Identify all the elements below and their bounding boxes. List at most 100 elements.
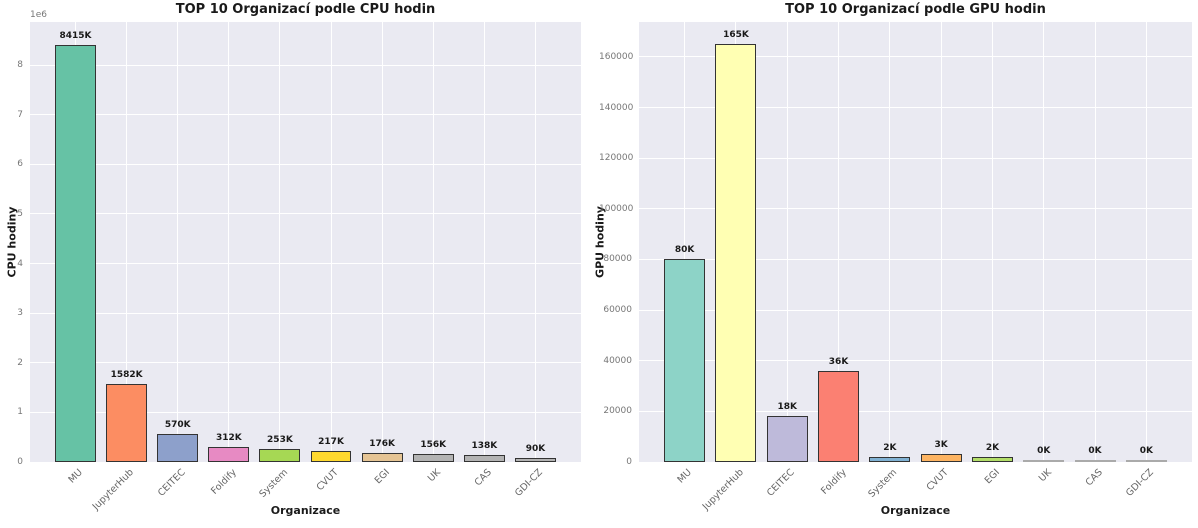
h-gridline	[639, 461, 1192, 463]
y-tick-label: 3	[17, 308, 23, 319]
h-gridline	[639, 208, 1192, 210]
y-tick-label: 8	[17, 60, 23, 71]
v-gridline	[1094, 22, 1096, 462]
h-gridline	[639, 157, 1192, 159]
h-gridline	[30, 213, 581, 215]
y-axis-label-text: GPU hodiny	[593, 206, 607, 278]
y-tick-label: 40000	[603, 355, 632, 366]
v-gridline	[126, 22, 128, 462]
v-gridline	[432, 22, 434, 462]
bar-EGI	[361, 453, 403, 462]
v-gridline	[786, 22, 788, 462]
y-axis-label-text: CPU hodiny	[5, 206, 19, 278]
x-tick-label: System	[256, 467, 290, 500]
bar-Foldify	[818, 370, 860, 462]
x-tick-label: CVUT	[314, 467, 341, 494]
h-gridline	[639, 309, 1192, 311]
x-tick-label: CAS	[472, 467, 495, 489]
y-tick-label: 0	[626, 457, 632, 467]
bar-MU	[55, 44, 96, 462]
bar-CEITEC	[157, 433, 199, 462]
bar-Foldify	[208, 446, 250, 462]
bar-UK	[1023, 460, 1065, 462]
bar-CEITEC	[766, 416, 808, 462]
x-tick-label: Foldify	[818, 467, 849, 497]
bar-CVUT	[310, 451, 352, 462]
h-gridline	[639, 107, 1192, 109]
v-gridline	[330, 22, 332, 462]
h-gridline	[30, 362, 581, 364]
x-tick-label: MU	[675, 467, 695, 486]
x-tick-label: UK	[425, 467, 444, 485]
y-tick-label: 1	[17, 407, 23, 418]
y-axis-offset-label: 1e6	[30, 10, 47, 20]
x-tick-label: CVUT	[924, 467, 951, 494]
y-tick-label: 160000	[599, 51, 634, 62]
bar-JupyterHub	[106, 383, 148, 462]
x-tick-label: CEITEC	[155, 467, 188, 499]
v-gridline	[838, 22, 840, 462]
x-tick-label: GDI-CZ	[513, 467, 546, 499]
v-gridline	[177, 22, 179, 462]
v-gridline	[684, 22, 686, 462]
plot-area	[30, 22, 581, 463]
v-gridline	[535, 22, 536, 462]
bar-UK	[412, 454, 454, 462]
v-gridline	[483, 22, 485, 462]
y-tick-label: 2	[17, 357, 23, 368]
bar-CAS	[463, 455, 505, 462]
x-tick-label: UK	[1036, 467, 1054, 485]
chart-title: TOP 10 Organizací podle GPU hodin	[785, 2, 1046, 17]
y-tick-label: 20000	[603, 406, 632, 417]
x-axis-label: Organizace	[880, 504, 951, 517]
v-gridline	[1043, 22, 1045, 462]
x-tick-label: MU	[66, 467, 86, 486]
v-gridline	[381, 22, 383, 462]
v-gridline	[228, 22, 230, 462]
y-tick-label: 140000	[599, 102, 634, 113]
v-gridline	[1145, 22, 1147, 462]
x-tick-label: CEITEC	[765, 467, 798, 499]
bar-MU	[664, 259, 706, 462]
bar-CAS	[1074, 460, 1116, 462]
x-tick-label: GDI-CZ	[1124, 467, 1157, 499]
x-tick-label: Foldify	[208, 467, 239, 497]
x-tick-label: EGI	[372, 467, 392, 487]
h-gridline	[30, 163, 581, 165]
x-axis-label: Organizace	[270, 504, 341, 517]
h-gridline	[639, 56, 1192, 58]
v-gridline	[889, 22, 891, 462]
plot-area	[639, 22, 1192, 463]
h-gridline	[30, 64, 581, 66]
h-gridline	[30, 263, 581, 265]
y-tick-label: 0	[17, 457, 23, 467]
v-gridline	[940, 22, 942, 462]
h-gridline	[639, 360, 1192, 362]
bar-GDI-CZ	[1125, 460, 1167, 462]
h-gridline	[30, 114, 581, 116]
x-tick-label: System	[866, 467, 900, 500]
bar-EGI	[971, 456, 1013, 462]
v-gridline	[991, 22, 993, 462]
y-tick-label: 7	[17, 109, 23, 120]
h-gridline	[30, 411, 581, 413]
bar-JupyterHub	[715, 44, 757, 462]
gpu-chart-panel: TOP 10 Organizací podle GPU hodin GPU ho…	[594, 0, 1198, 528]
h-gridline	[639, 410, 1192, 412]
h-gridline	[30, 312, 581, 314]
bar-System	[869, 456, 911, 462]
y-tick-label: 60000	[603, 305, 632, 316]
h-gridline	[30, 461, 581, 463]
h-gridline	[639, 258, 1192, 260]
x-tick-label: EGI	[983, 467, 1003, 487]
bar-System	[259, 449, 301, 462]
cpu-chart-panel: TOP 10 Organizací podle CPU hodin 1e6 CP…	[5, 2, 581, 517]
chart-title: TOP 10 Organizací podle CPU hodin	[175, 2, 436, 17]
bar-CVUT	[920, 454, 962, 462]
x-tick-label: CAS	[1083, 467, 1105, 489]
bar-GDI-CZ	[515, 457, 556, 462]
y-tick-label: 120000	[599, 153, 634, 164]
y-tick-label: 6	[17, 159, 23, 170]
v-gridline	[279, 22, 281, 462]
